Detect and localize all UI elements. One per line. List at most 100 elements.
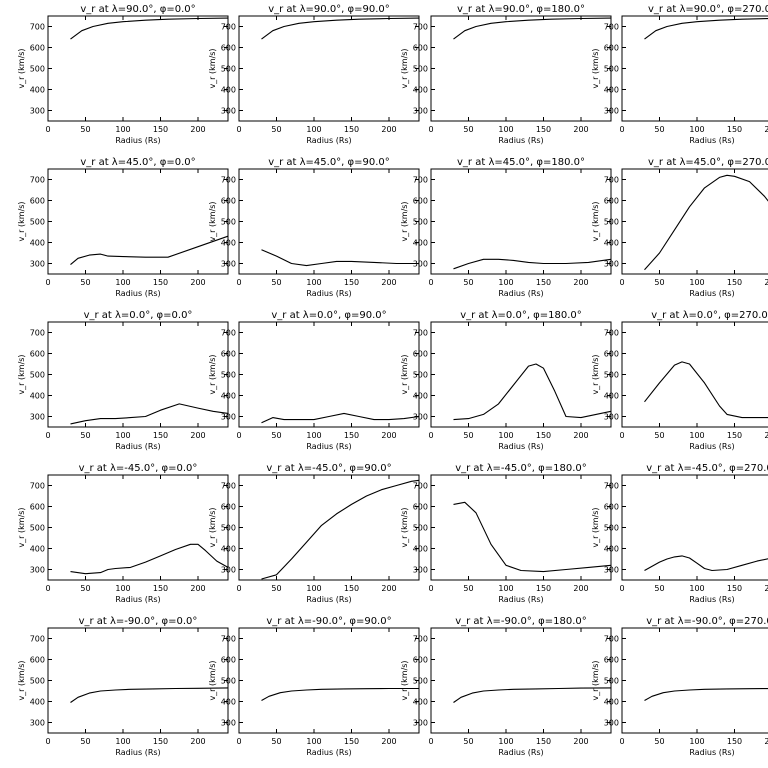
panel-14: v_r at λ=-45.0°, φ=90.0° 0 50 100 150 200 300 4… (208, 463, 420, 604)
x-tick-label: 50 (463, 278, 473, 287)
y-tick-label: 300 (604, 413, 619, 422)
y-tick-label: 500 (221, 218, 236, 227)
y-tick-label: 300 (604, 107, 619, 116)
y-tick-label: 500 (604, 371, 619, 380)
x-tick-label: 50 (654, 584, 664, 593)
plot-frame (621, 15, 768, 122)
y-tick-label: 400 (413, 86, 428, 95)
y-tick-label: 400 (413, 545, 428, 554)
x-tick-label: 0 (619, 737, 624, 746)
x-tick-label: 150 (344, 431, 359, 440)
series-line (453, 17, 612, 40)
x-tick-label: 0 (428, 737, 433, 746)
plot-frame (47, 627, 229, 734)
y-tick-label: 600 (413, 656, 428, 665)
x-tick-label: 0 (619, 278, 624, 287)
y-tick-label: 400 (221, 698, 236, 707)
x-tick-label: 150 (153, 431, 168, 440)
plot-frame (47, 321, 229, 428)
y-tick-label: 700 (221, 482, 236, 491)
panel-1: v_r at λ=90.0°, φ=0.0° 0 50 100 150 200 300 400… (17, 4, 229, 145)
x-tick-label: 50 (80, 431, 90, 440)
x-tick-label: 150 (536, 737, 551, 746)
x-tick-label: 100 (498, 431, 513, 440)
y-tick-label: 500 (604, 65, 619, 74)
y-tick-label: 500 (221, 371, 236, 380)
y-tick-label: 600 (604, 350, 619, 359)
y-tick-label: 600 (30, 503, 45, 512)
x-tick-label: 50 (463, 125, 473, 134)
y-axis-label: v_r (km/s) (17, 507, 26, 547)
y-axis-label: v_r (km/s) (17, 201, 26, 241)
x-axis-label: Radius (Rs) (115, 136, 160, 145)
panel-3: v_r at λ=90.0°, φ=180.0° 0 50 100 150 200 300 4… (400, 4, 612, 145)
plot-frame (430, 474, 612, 581)
y-tick-label: 300 (30, 260, 45, 269)
x-axis-label: Radius (Rs) (498, 595, 543, 604)
x-tick-label: 100 (306, 737, 321, 746)
x-tick-label: 100 (689, 584, 704, 593)
y-tick-label: 600 (413, 350, 428, 359)
y-tick-label: 500 (604, 218, 619, 227)
x-tick-label: 0 (428, 584, 433, 593)
x-axis-label: Radius (Rs) (689, 289, 734, 298)
y-tick-label: 700 (604, 329, 619, 338)
x-tick-label: 150 (344, 278, 359, 287)
plot-frame (47, 168, 229, 275)
y-tick-label: 700 (221, 23, 236, 32)
x-axis-label: Radius (Rs) (498, 289, 543, 298)
panel-title: v_r at λ=-45.0°, φ=180.0° (455, 463, 587, 474)
panel-title: v_r at λ=45.0°, φ=0.0° (80, 157, 195, 168)
x-axis-label: Radius (Rs) (689, 136, 734, 145)
panel-title: v_r at λ=0.0°, φ=90.0° (271, 310, 386, 321)
series-line (644, 174, 768, 271)
x-tick-label: 50 (463, 737, 473, 746)
y-tick-label: 700 (413, 482, 428, 491)
x-tick-label: 100 (689, 278, 704, 287)
y-tick-label: 700 (604, 482, 619, 491)
y-tick-label: 500 (221, 65, 236, 74)
x-tick-label: 150 (536, 584, 551, 593)
y-tick-label: 700 (30, 482, 45, 491)
x-tick-label: 200 (381, 737, 396, 746)
y-tick-label: 500 (413, 371, 428, 380)
x-tick-label: 0 (236, 737, 241, 746)
series-line (70, 235, 229, 266)
panel-title: v_r at λ=-90.0°, φ=90.0° (266, 616, 391, 627)
y-tick-label: 400 (30, 698, 45, 707)
x-tick-label: 150 (153, 584, 168, 593)
y-tick-label: 600 (604, 44, 619, 53)
y-axis-label: v_r (km/s) (17, 48, 26, 88)
y-tick-label: 500 (604, 677, 619, 686)
x-tick-label: 200 (764, 278, 768, 287)
y-axis-label: v_r (km/s) (208, 354, 217, 394)
y-axis-label: v_r (km/s) (208, 48, 217, 88)
panel-6: v_r at λ=45.0°, φ=90.0° 0 50 100 150 200 300 40… (208, 157, 420, 298)
y-axis-label: v_r (km/s) (208, 660, 217, 700)
series-line (453, 687, 612, 703)
x-tick-label: 200 (573, 431, 588, 440)
y-axis-label: v_r (km/s) (17, 354, 26, 394)
x-tick-label: 200 (764, 125, 768, 134)
x-axis-label: Radius (Rs) (306, 748, 351, 757)
y-tick-label: 400 (30, 545, 45, 554)
y-tick-label: 400 (604, 545, 619, 554)
x-axis-label: Radius (Rs) (689, 748, 734, 757)
panel-title: v_r at λ=-45.0°, φ=270.0° (646, 463, 768, 474)
y-tick-label: 400 (221, 545, 236, 554)
y-axis-label: v_r (km/s) (400, 48, 409, 88)
x-tick-label: 0 (236, 125, 241, 134)
panel-10: v_r at λ=0.0°, φ=90.0° 0 50 100 150 200 300 400… (208, 310, 420, 451)
y-tick-label: 600 (30, 656, 45, 665)
series-line (261, 479, 420, 580)
y-axis-label: v_r (km/s) (591, 354, 600, 394)
y-tick-label: 300 (413, 107, 428, 116)
y-tick-label: 500 (604, 524, 619, 533)
x-tick-label: 0 (236, 278, 241, 287)
x-axis-label: Radius (Rs) (306, 595, 351, 604)
y-axis-label: v_r (km/s) (591, 201, 600, 241)
x-tick-label: 100 (306, 431, 321, 440)
y-tick-label: 500 (30, 677, 45, 686)
plot-frame (430, 15, 612, 122)
x-axis-label: Radius (Rs) (306, 136, 351, 145)
